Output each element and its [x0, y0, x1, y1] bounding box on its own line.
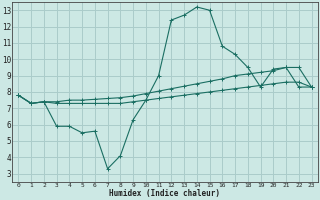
- X-axis label: Humidex (Indice chaleur): Humidex (Indice chaleur): [109, 189, 220, 198]
